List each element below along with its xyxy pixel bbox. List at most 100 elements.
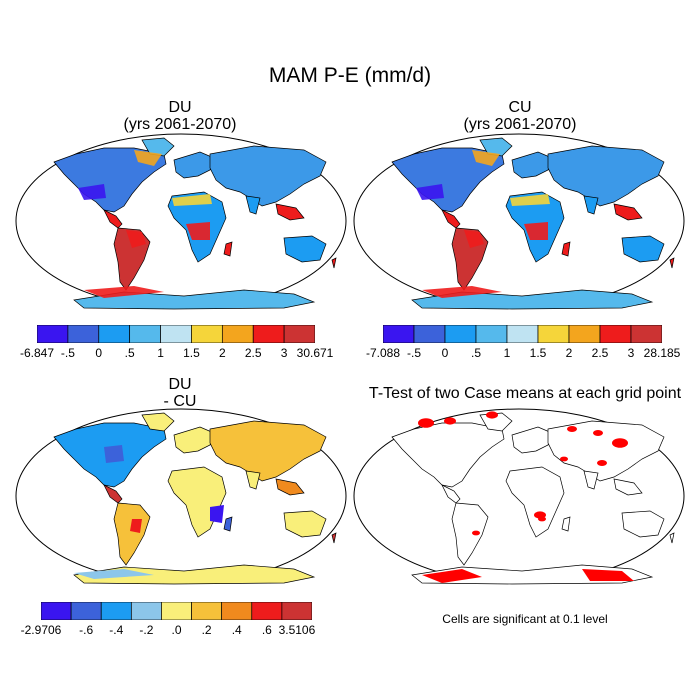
colorbar-diff-tick-label: -.6 [79,623,94,637]
colorbar-diff-tick-label: .0 [171,623,182,637]
continent-asia [209,145,327,207]
significant-cell-antarctica-east [582,569,634,581]
continent-new-zealand [331,532,337,544]
continent-southeast-asia [613,203,643,221]
significance-note: Cells are significant at 0.1 level [442,612,608,626]
continent-india [583,470,599,490]
field-patch-2 [524,222,548,240]
colorbar-du-box-8 [283,325,315,343]
panel-title-du: DU (yrs 2061-2070) [70,99,290,133]
significant-cell-6 [560,456,568,462]
significant-cell-antarctica-west [422,569,482,583]
significant-cell-1 [444,417,456,425]
colorbar-diff-box-3 [130,602,162,620]
diff-patch-3 [74,569,154,579]
panel-title-du-line1: DU [168,99,192,116]
colorbar-cu-box-0 [383,325,415,343]
panel-title-diff-line2: - CU [163,393,197,410]
colorbar-cu-box-1 [413,325,446,343]
continent-asia [547,145,665,207]
continent-australia [621,510,665,538]
continent-india [583,195,599,215]
significant-cell-5 [612,438,628,448]
continent-europe [173,426,215,454]
continent-central-america [103,209,123,229]
significant-cell-7 [597,460,607,466]
diff-patch-0 [210,505,224,523]
continent-europe [511,151,553,179]
panel-title-cu-line1: CU [508,99,532,116]
colorbar-cu-box-5 [537,325,570,343]
diff-patch-1 [104,445,124,463]
continent-madagascar [223,241,233,257]
colorbar-du-box-5 [191,325,223,343]
map-du [15,133,347,310]
continent-asia [209,420,327,482]
colorbar-diff-tick-label: -2.9706 [20,623,62,637]
colorbar-cu-box-6 [568,325,601,343]
continent-australia [283,510,327,538]
colorbar-diff-box-7 [251,602,283,620]
continent-greenland [479,137,513,157]
panel-title-ttest-line1: T-Test of two Case means at each grid po… [368,385,682,402]
continent-north-america [391,422,505,488]
colorbar-cu-box-8 [630,325,662,343]
colorbar-du-tick-label: -.5 [60,346,75,360]
continent-asia [547,420,665,482]
continent-africa [505,466,565,538]
colorbar-diff-box-1 [70,602,102,620]
significant-cell-8 [472,530,480,536]
continent-southeast-asia [275,478,305,496]
field-patch-0 [464,230,484,248]
colorbar-du-tick-label: 1 [157,346,164,360]
colorbar-cu-tick-label: 1 [503,346,511,360]
colorbar-cu-tick-label: 2 [565,346,573,360]
continent-india [245,195,261,215]
colorbar-cu-tick-label: 3 [627,346,635,360]
colorbar-cu-tick-label: .5 [470,346,481,360]
diff-patch-2 [130,519,142,533]
colorbar-diff-tick-label: 3.5106 [278,623,316,637]
colorbar-du-tick-label: 1.5 [183,346,200,360]
panel-title-cu-line2: (yrs 2061-2070) [463,116,577,133]
colorbar-diff-box-8 [281,602,312,620]
map-ttest [353,408,685,585]
colorbar-diff-box-0 [41,602,72,620]
continent-south-america [113,502,151,566]
colorbar-du-tick-label: .5 [124,346,135,360]
panel-title-cu: CU (yrs 2061-2070) [410,99,630,133]
colorbar-cu-tick-label: 0 [441,346,449,360]
colorbar-cu-box-3 [475,325,508,343]
panel-title-du-line2: (yrs 2061-2070) [123,116,237,133]
colorbar-du-box-4 [160,325,192,343]
field-patch-4 [472,150,500,166]
significant-cell-2 [486,411,498,419]
continent-australia [621,235,665,263]
map-diff [15,408,347,585]
continent-new-zealand [669,257,675,269]
figure-title: MAM P-E (mm/d) [268,64,432,87]
field-patch-3 [78,184,106,200]
significant-cell-3 [567,426,577,432]
colorbar-diff-box-4 [161,602,192,620]
colorbar-diff-box-5 [191,602,223,620]
colorbar-du-box-0 [37,325,69,343]
continent-india [245,470,261,490]
continent-madagascar [223,516,233,532]
field-patch-5 [422,286,502,298]
colorbar-du [37,325,315,343]
colorbar-diff-tick-label: -.2 [139,623,154,637]
field-patch-4 [134,150,162,166]
colorbar-diff [41,602,312,620]
continent-europe [511,426,553,454]
continent-australia [283,235,327,263]
continent-new-zealand [331,257,337,269]
field-patch-1 [510,194,550,206]
continent-central-america [103,484,123,504]
field-patch-3 [416,184,444,200]
colorbar-diff-tick-label: .2 [201,623,212,637]
field-patch-5 [84,286,164,298]
continent-antarctica [73,564,316,585]
colorbar-cu-tick-label: -.5 [406,346,421,360]
colorbar-cu-tick-label: 2.5 [591,346,609,360]
